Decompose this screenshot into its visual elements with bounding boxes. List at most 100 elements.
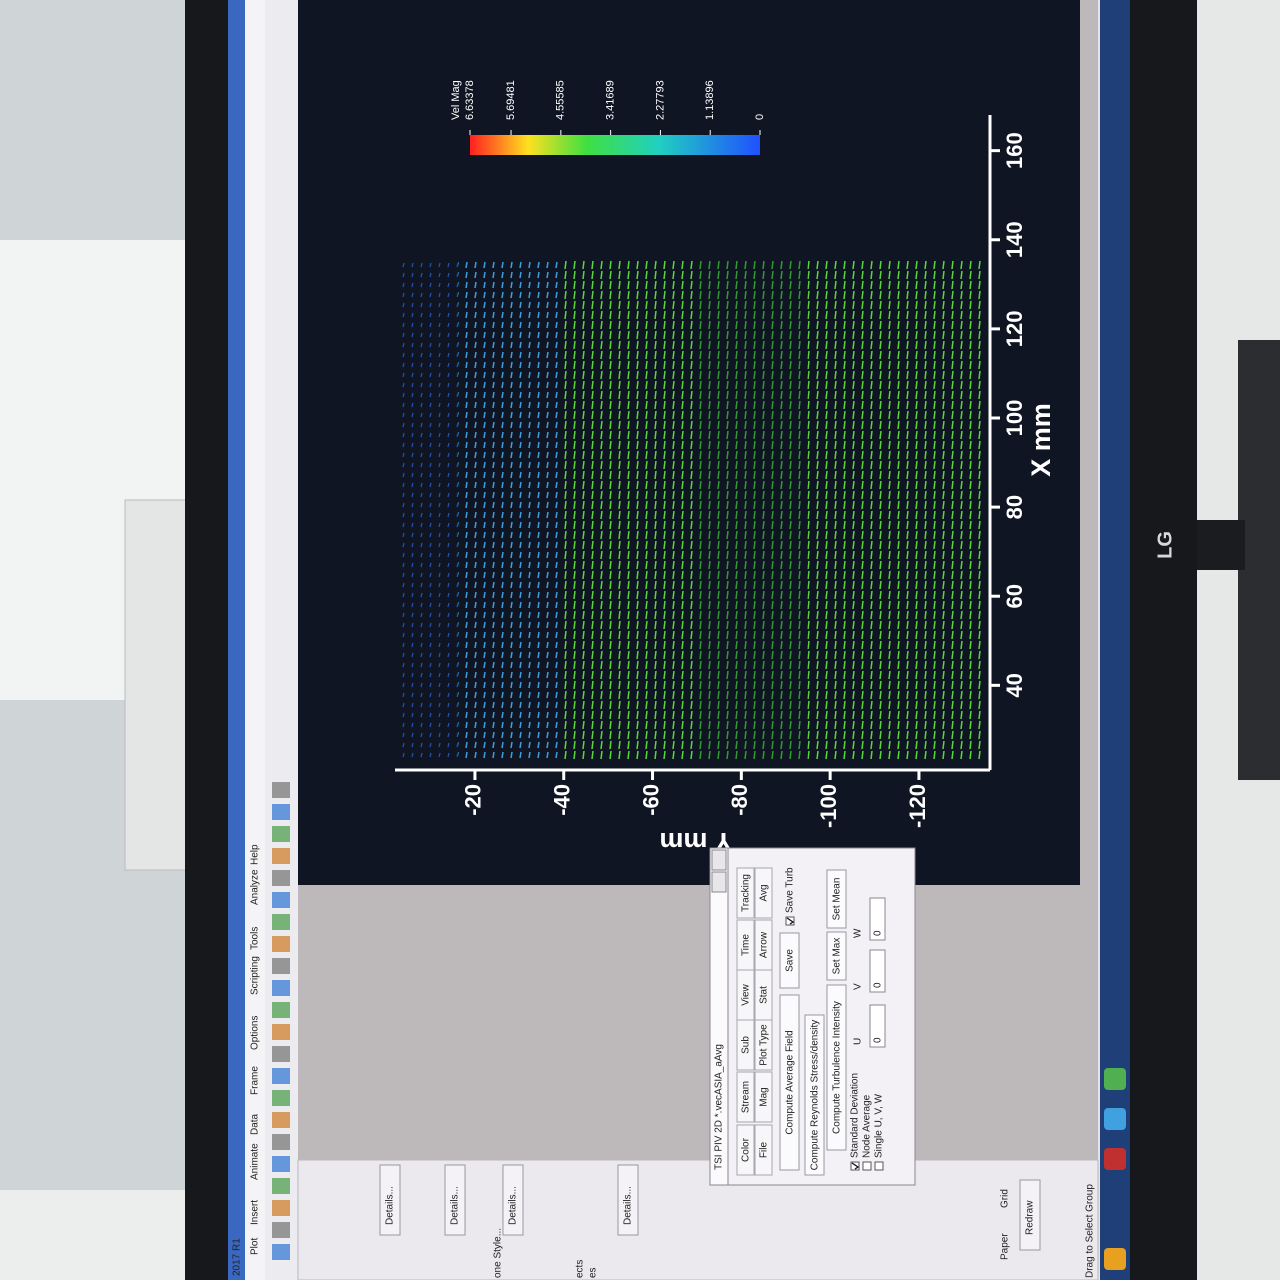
button-label[interactable]: Set Mean bbox=[832, 878, 843, 921]
button[interactable] bbox=[379, 1164, 401, 1236]
tab-label[interactable]: Stream bbox=[741, 1081, 752, 1113]
button-label[interactable]: Details... bbox=[450, 1186, 461, 1225]
tab[interactable] bbox=[736, 1071, 755, 1123]
y-tick-label: -60 bbox=[638, 784, 663, 816]
button[interactable] bbox=[779, 932, 800, 989]
button[interactable] bbox=[779, 994, 800, 1171]
checkbox[interactable] bbox=[874, 1161, 884, 1171]
sidebar bbox=[297, 1159, 1099, 1280]
button[interactable] bbox=[617, 1164, 639, 1236]
button[interactable] bbox=[826, 984, 847, 1151]
tab-label[interactable]: Tracking bbox=[741, 874, 752, 912]
menu-item[interactable]: Scripting bbox=[250, 956, 261, 995]
toolbar-icon[interactable] bbox=[272, 936, 290, 952]
toolbar-icon[interactable] bbox=[272, 1024, 290, 1040]
menu-item[interactable]: Data bbox=[250, 1113, 261, 1135]
toolbar-icon[interactable] bbox=[272, 1112, 290, 1128]
button-label[interactable]: Save bbox=[785, 949, 796, 972]
tab[interactable] bbox=[754, 1124, 773, 1176]
toolbar-icon[interactable] bbox=[272, 1134, 290, 1150]
radio-label[interactable]: Paper bbox=[1000, 1233, 1011, 1260]
x-tick-label: 100 bbox=[1002, 400, 1027, 437]
tab[interactable] bbox=[754, 919, 773, 971]
menu-item[interactable]: Plot bbox=[250, 1238, 261, 1255]
button-label[interactable]: Compute Turbulence Intensity bbox=[832, 1001, 843, 1134]
toolbar-icon[interactable] bbox=[272, 914, 290, 930]
toolbar-icon[interactable] bbox=[272, 826, 290, 842]
toolbar-icon[interactable] bbox=[272, 782, 290, 798]
button[interactable] bbox=[826, 869, 847, 929]
tab-label[interactable]: View bbox=[741, 983, 752, 1005]
button[interactable] bbox=[804, 1014, 825, 1176]
toolbar-icon[interactable] bbox=[272, 1002, 290, 1018]
button[interactable] bbox=[444, 1164, 466, 1236]
checkbox[interactable] bbox=[862, 1161, 872, 1171]
menu-item[interactable]: Insert bbox=[250, 1200, 261, 1225]
button-label[interactable]: Compute Average Field bbox=[785, 1030, 796, 1134]
tab[interactable] bbox=[736, 919, 755, 971]
tab[interactable] bbox=[736, 1124, 755, 1176]
toolbar-icon[interactable] bbox=[272, 958, 290, 974]
tab-label[interactable]: Avg bbox=[759, 884, 770, 901]
taskbar bbox=[1100, 0, 1130, 1280]
checkbox-label[interactable]: Standard Deviation bbox=[850, 1073, 861, 1158]
toolbar-icon[interactable] bbox=[272, 1156, 290, 1172]
tab-label[interactable]: Stat bbox=[759, 986, 770, 1004]
tab[interactable] bbox=[736, 867, 755, 919]
menu-item[interactable]: Tools bbox=[250, 927, 261, 950]
app-version: 2017 R1 bbox=[232, 1238, 243, 1276]
colorbar bbox=[470, 135, 760, 155]
tab[interactable] bbox=[754, 1071, 773, 1123]
input[interactable] bbox=[869, 897, 886, 941]
radio-label[interactable]: Grid bbox=[1000, 1189, 1011, 1208]
checkbox-label[interactable]: Save Turb bbox=[785, 867, 796, 913]
tab-label[interactable]: Plot Type bbox=[759, 1024, 770, 1066]
toolbar-icon[interactable] bbox=[272, 1200, 290, 1216]
button[interactable] bbox=[826, 931, 847, 981]
close-button[interactable] bbox=[711, 849, 727, 871]
tab-label[interactable]: Time bbox=[741, 934, 752, 956]
x-tick-label: 40 bbox=[1002, 673, 1027, 697]
menu-item[interactable]: Options bbox=[250, 1016, 261, 1050]
tab-label[interactable]: Arrow bbox=[759, 931, 770, 958]
tab-label[interactable]: Sub bbox=[741, 1036, 752, 1054]
wall-device bbox=[124, 499, 191, 871]
checkbox-label[interactable]: Node Average bbox=[862, 1094, 873, 1158]
input[interactable] bbox=[869, 1004, 886, 1048]
toolbar-icon[interactable] bbox=[272, 1178, 290, 1194]
input-value[interactable]: 0 bbox=[873, 982, 884, 988]
tab[interactable] bbox=[754, 867, 773, 919]
menu-item[interactable]: Analyze bbox=[250, 869, 261, 905]
toolbar-icon[interactable] bbox=[272, 892, 290, 908]
button-label[interactable]: Set Max bbox=[832, 938, 843, 975]
checkbox-label[interactable]: Single U, V, W bbox=[874, 1093, 885, 1158]
tab-label[interactable]: File bbox=[759, 1142, 770, 1159]
maximize-button[interactable] bbox=[711, 871, 727, 893]
input[interactable] bbox=[869, 949, 886, 993]
sidebar-text: ects bbox=[575, 1260, 586, 1278]
button-label[interactable]: Details... bbox=[385, 1186, 396, 1225]
tab-label[interactable]: Mag bbox=[759, 1087, 770, 1106]
toolbar-icon[interactable] bbox=[272, 1046, 290, 1062]
button-label[interactable]: Details... bbox=[623, 1186, 634, 1225]
tab-label[interactable]: Color bbox=[741, 1137, 752, 1162]
toolbar-icon[interactable] bbox=[272, 1068, 290, 1084]
button[interactable] bbox=[502, 1164, 524, 1236]
toolbar-icon[interactable] bbox=[272, 1222, 290, 1238]
input-value[interactable]: 0 bbox=[873, 930, 884, 936]
button-label[interactable]: Redraw bbox=[1025, 1200, 1036, 1235]
toolbar-icon[interactable] bbox=[272, 848, 290, 864]
toolbar-icon[interactable] bbox=[272, 870, 290, 886]
menu-item[interactable]: Frame bbox=[250, 1066, 261, 1095]
toolbar-icon[interactable] bbox=[272, 1090, 290, 1106]
button-label[interactable]: Compute Reynolds Stress/density bbox=[810, 1020, 821, 1171]
button-label[interactable]: Details... bbox=[508, 1186, 519, 1225]
toolbar-icon[interactable] bbox=[272, 1244, 290, 1260]
colorbar-label: 3.41689 bbox=[605, 80, 617, 120]
menu-item[interactable]: Animate bbox=[250, 1143, 261, 1180]
toolbar-icon[interactable] bbox=[272, 980, 290, 996]
button[interactable] bbox=[1019, 1179, 1041, 1251]
input-value[interactable]: 0 bbox=[873, 1037, 884, 1043]
menu-item[interactable]: Help bbox=[250, 844, 261, 865]
toolbar-icon[interactable] bbox=[272, 804, 290, 820]
